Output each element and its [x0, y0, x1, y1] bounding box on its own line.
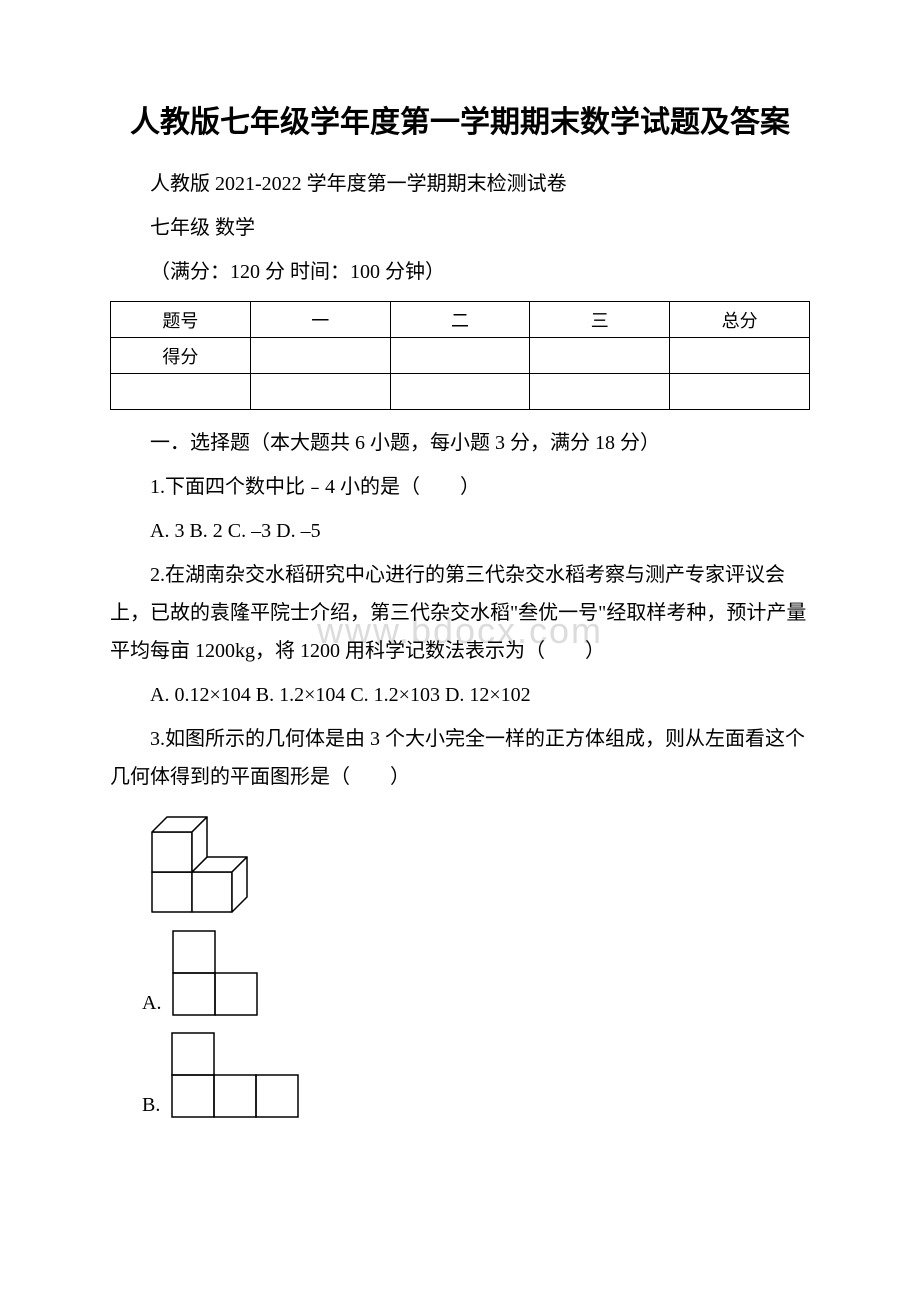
score-cell	[530, 374, 670, 410]
doc-title: 人教版七年级学年度第一学期期末数学试题及答案	[110, 100, 810, 145]
score-header-cell: 一	[250, 302, 390, 338]
score-header-cell: 三	[530, 302, 670, 338]
option-b-icon	[168, 1029, 302, 1121]
score-cell	[111, 374, 251, 410]
q3-option-b: B.	[142, 1029, 810, 1121]
q1-options: A. 3 B. 2 C. –3 D. –5	[110, 512, 810, 550]
q3-figure	[142, 802, 810, 917]
option-a-icon	[169, 927, 261, 1019]
score-table: 题号 一 二 三 总分 得分	[110, 301, 810, 410]
option-label-a: A.	[142, 992, 161, 1015]
table-row: 得分	[111, 338, 810, 374]
score-cell	[530, 338, 670, 374]
score-header-cell: 总分	[670, 302, 810, 338]
score-header-cell: 题号	[111, 302, 251, 338]
score-cell	[670, 374, 810, 410]
score-cell	[250, 374, 390, 410]
section-heading: 一．选择题（本大题共 6 小题，每小题 3 分，满分 18 分）	[110, 424, 810, 462]
score-row-label: 得分	[111, 338, 251, 374]
option-label-b: B.	[142, 1094, 160, 1117]
cube-stack-icon	[142, 802, 262, 917]
table-row: 题号 一 二 三 总分	[111, 302, 810, 338]
score-cell	[390, 338, 530, 374]
score-cell	[250, 338, 390, 374]
grade-subject: 七年级 数学	[110, 209, 810, 247]
q2-stem: 2.在湖南杂交水稻研究中心进行的第三代杂交水稻考察与测产专家评议会上，已故的袁隆…	[110, 556, 810, 670]
score-cell	[390, 374, 530, 410]
q2-options: A. 0.12×104 B. 1.2×104 C. 1.2×103 D. 12×…	[110, 676, 810, 714]
q3-stem: 3.如图所示的几何体是由 3 个大小完全一样的正方体组成，则从左面看这个几何体得…	[110, 720, 810, 796]
exam-meta: （满分：120 分 时间：100 分钟）	[110, 253, 810, 291]
doc-subtitle: 人教版 2021-2022 学年度第一学期期末检测试卷	[110, 165, 810, 203]
table-row	[111, 374, 810, 410]
q3-option-a: A.	[142, 927, 810, 1019]
q1-stem: 1.下面四个数中比﹣4 小的是（ ）	[110, 468, 810, 506]
score-cell	[670, 338, 810, 374]
score-header-cell: 二	[390, 302, 530, 338]
